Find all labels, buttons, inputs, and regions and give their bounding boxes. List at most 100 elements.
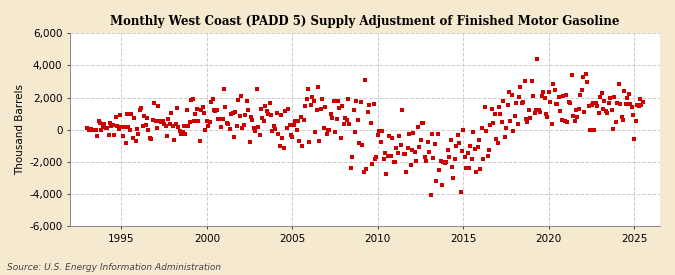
Point bbox=[346, 166, 356, 170]
Point bbox=[213, 116, 223, 121]
Point bbox=[350, 130, 360, 134]
Point bbox=[448, 175, 459, 180]
Point bbox=[278, 146, 289, 150]
Point bbox=[529, 111, 540, 116]
Point bbox=[562, 119, 573, 124]
Point bbox=[445, 138, 456, 142]
Point bbox=[229, 135, 240, 139]
Point bbox=[188, 119, 199, 123]
Point bbox=[506, 92, 517, 97]
Point bbox=[357, 142, 368, 147]
Point bbox=[160, 124, 171, 128]
Point bbox=[495, 111, 506, 116]
Point bbox=[431, 179, 441, 183]
Point bbox=[588, 101, 599, 105]
Point bbox=[410, 150, 421, 154]
Point bbox=[451, 144, 462, 148]
Point bbox=[597, 107, 608, 112]
Point bbox=[572, 115, 583, 119]
Point bbox=[512, 122, 523, 126]
Point bbox=[620, 102, 631, 106]
Point bbox=[254, 133, 265, 137]
Point bbox=[242, 99, 252, 103]
Point bbox=[618, 118, 628, 123]
Point bbox=[458, 128, 468, 133]
Point bbox=[632, 103, 643, 107]
Point bbox=[211, 108, 222, 112]
Point bbox=[384, 133, 395, 138]
Point bbox=[576, 87, 587, 92]
Point bbox=[419, 155, 430, 159]
Point bbox=[217, 117, 228, 121]
Point bbox=[96, 128, 107, 132]
Point bbox=[110, 115, 121, 119]
Point bbox=[178, 130, 188, 135]
Point bbox=[88, 128, 99, 133]
Point bbox=[155, 119, 165, 123]
Point bbox=[109, 133, 119, 137]
Point bbox=[275, 113, 286, 117]
Point bbox=[504, 90, 514, 94]
Point bbox=[106, 123, 117, 128]
Point bbox=[465, 144, 476, 148]
Point bbox=[564, 100, 574, 104]
Point bbox=[174, 129, 185, 133]
Point bbox=[377, 128, 387, 133]
Point bbox=[338, 122, 349, 127]
Point bbox=[624, 102, 635, 107]
Point bbox=[566, 73, 577, 77]
Point bbox=[152, 126, 163, 130]
Point bbox=[308, 99, 319, 103]
Point bbox=[297, 143, 308, 148]
Point bbox=[261, 109, 272, 114]
Point bbox=[201, 119, 212, 123]
Point bbox=[153, 104, 164, 109]
Point bbox=[198, 111, 209, 115]
Point bbox=[150, 119, 161, 123]
Point bbox=[603, 101, 614, 105]
Point bbox=[116, 125, 127, 129]
Point bbox=[509, 114, 520, 119]
Point bbox=[370, 156, 381, 161]
Point bbox=[477, 126, 487, 131]
Point bbox=[224, 127, 235, 132]
Point bbox=[543, 90, 554, 94]
Point bbox=[90, 127, 101, 132]
Point bbox=[570, 108, 581, 112]
Point bbox=[340, 116, 350, 120]
Point bbox=[560, 93, 571, 97]
Point bbox=[260, 104, 271, 108]
Point bbox=[492, 141, 503, 145]
Point bbox=[105, 121, 115, 125]
Point bbox=[416, 120, 427, 125]
Point bbox=[546, 122, 557, 127]
Point bbox=[579, 110, 590, 114]
Point bbox=[475, 167, 486, 172]
Point bbox=[411, 158, 422, 163]
Point bbox=[400, 152, 410, 156]
Point bbox=[192, 107, 202, 111]
Point bbox=[270, 127, 281, 131]
Point bbox=[547, 82, 558, 86]
Point bbox=[425, 193, 436, 197]
Point bbox=[311, 108, 322, 112]
Point bbox=[210, 109, 221, 114]
Point bbox=[317, 97, 327, 101]
Point bbox=[591, 101, 601, 105]
Point bbox=[123, 125, 134, 129]
Point bbox=[137, 124, 148, 128]
Point bbox=[483, 148, 494, 152]
Point bbox=[103, 132, 114, 137]
Y-axis label: Thousand Barrels: Thousand Barrels bbox=[15, 84, 25, 175]
Point bbox=[511, 101, 522, 105]
Point bbox=[140, 123, 151, 127]
Point bbox=[402, 146, 413, 150]
Point bbox=[519, 78, 530, 83]
Point bbox=[304, 139, 315, 144]
Point bbox=[556, 118, 567, 122]
Point bbox=[265, 113, 276, 117]
Point bbox=[277, 136, 288, 141]
Point bbox=[381, 172, 392, 177]
Point bbox=[479, 105, 490, 109]
Point bbox=[634, 97, 645, 101]
